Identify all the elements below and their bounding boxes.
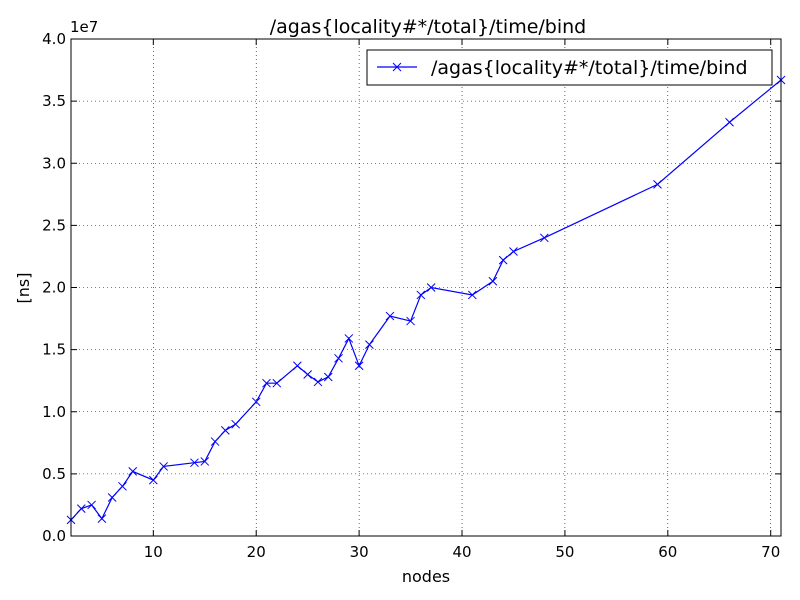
data-point-marker [653, 180, 662, 189]
data-point-marker [118, 481, 127, 491]
legend-marker-x [392, 62, 402, 72]
data-point-marker [128, 467, 138, 476]
legend-marker-glyph [392, 62, 402, 72]
y-tick-label: 3.5 [42, 92, 66, 110]
y-tick-label: 2.5 [42, 216, 66, 234]
x-tick-label: 20 [247, 543, 266, 561]
legend: /agas{locality#*/total}/time/bind [366, 49, 773, 86]
data-point-marker [251, 397, 261, 407]
data-point-marker [488, 276, 498, 286]
x-tick-label: 30 [350, 543, 369, 561]
data-point-marker [293, 361, 302, 371]
y-scale-label: 1e7 [70, 18, 98, 36]
data-point-marker [220, 426, 230, 435]
data-point-marker [272, 378, 282, 388]
data-point-marker [262, 378, 271, 388]
data-point-marker [159, 462, 168, 471]
data-point-marker [385, 311, 395, 321]
data-point-marker [354, 361, 364, 371]
data-point-marker [107, 493, 117, 502]
y-tick-label: 0.0 [42, 527, 66, 545]
data-point-marker [334, 353, 343, 363]
data-point-marker [539, 233, 549, 243]
data-point-marker [148, 475, 158, 485]
x-tick-label: 40 [452, 543, 471, 561]
data-point-marker [426, 283, 436, 292]
grid [71, 38, 781, 537]
x-tick-label: 60 [658, 543, 677, 561]
data-point-marker [190, 458, 199, 468]
y-axis-label: [ns] [14, 273, 33, 304]
legend-label: /agas{locality#*/total}/time/bind [431, 57, 748, 79]
y-tick-label: 1.5 [42, 341, 66, 359]
data-point-marker [323, 372, 333, 382]
plot-frame [70, 38, 782, 537]
x-axis-label: nodes [402, 567, 450, 586]
data-point-marker [231, 419, 240, 429]
y-tick-label: 1.0 [42, 403, 66, 421]
y-tick-label: 4.0 [42, 30, 66, 48]
data-point-marker [313, 377, 323, 387]
x-tick-label: 70 [761, 543, 780, 561]
y-tick-label: 2.0 [42, 279, 66, 297]
data-point-marker [97, 514, 107, 523]
y-tick-label: 0.5 [42, 465, 66, 483]
data-point-marker [498, 255, 508, 265]
series-line [70, 79, 782, 521]
data-point-marker [725, 117, 734, 127]
legend-box [366, 49, 773, 86]
y-tick-label: 3.0 [42, 154, 66, 172]
x-tick-label: 10 [144, 543, 163, 561]
x-tick-label: 50 [555, 543, 574, 561]
data-point-marker [87, 500, 96, 510]
data-point-marker [467, 290, 477, 300]
data-point-marker [509, 247, 518, 256]
data-point-marker [416, 290, 426, 300]
data-point-marker [200, 457, 210, 466]
axis-ticks: 10 20 30 40 50 60 70 0.0 0.5 1.0 1.5 2.0 2.5 3.0 3.5 4.… [42, 30, 781, 561]
data-point-marker [303, 370, 313, 379]
data-point-marker [365, 340, 374, 350]
data-point-marker [406, 316, 415, 326]
chart-title: /agas{locality#*/total}/time/bind [270, 16, 587, 38]
data-point-marker [344, 334, 354, 343]
data-point-marker [76, 504, 86, 514]
data-point-marker [210, 437, 220, 446]
series-layer [66, 75, 786, 525]
